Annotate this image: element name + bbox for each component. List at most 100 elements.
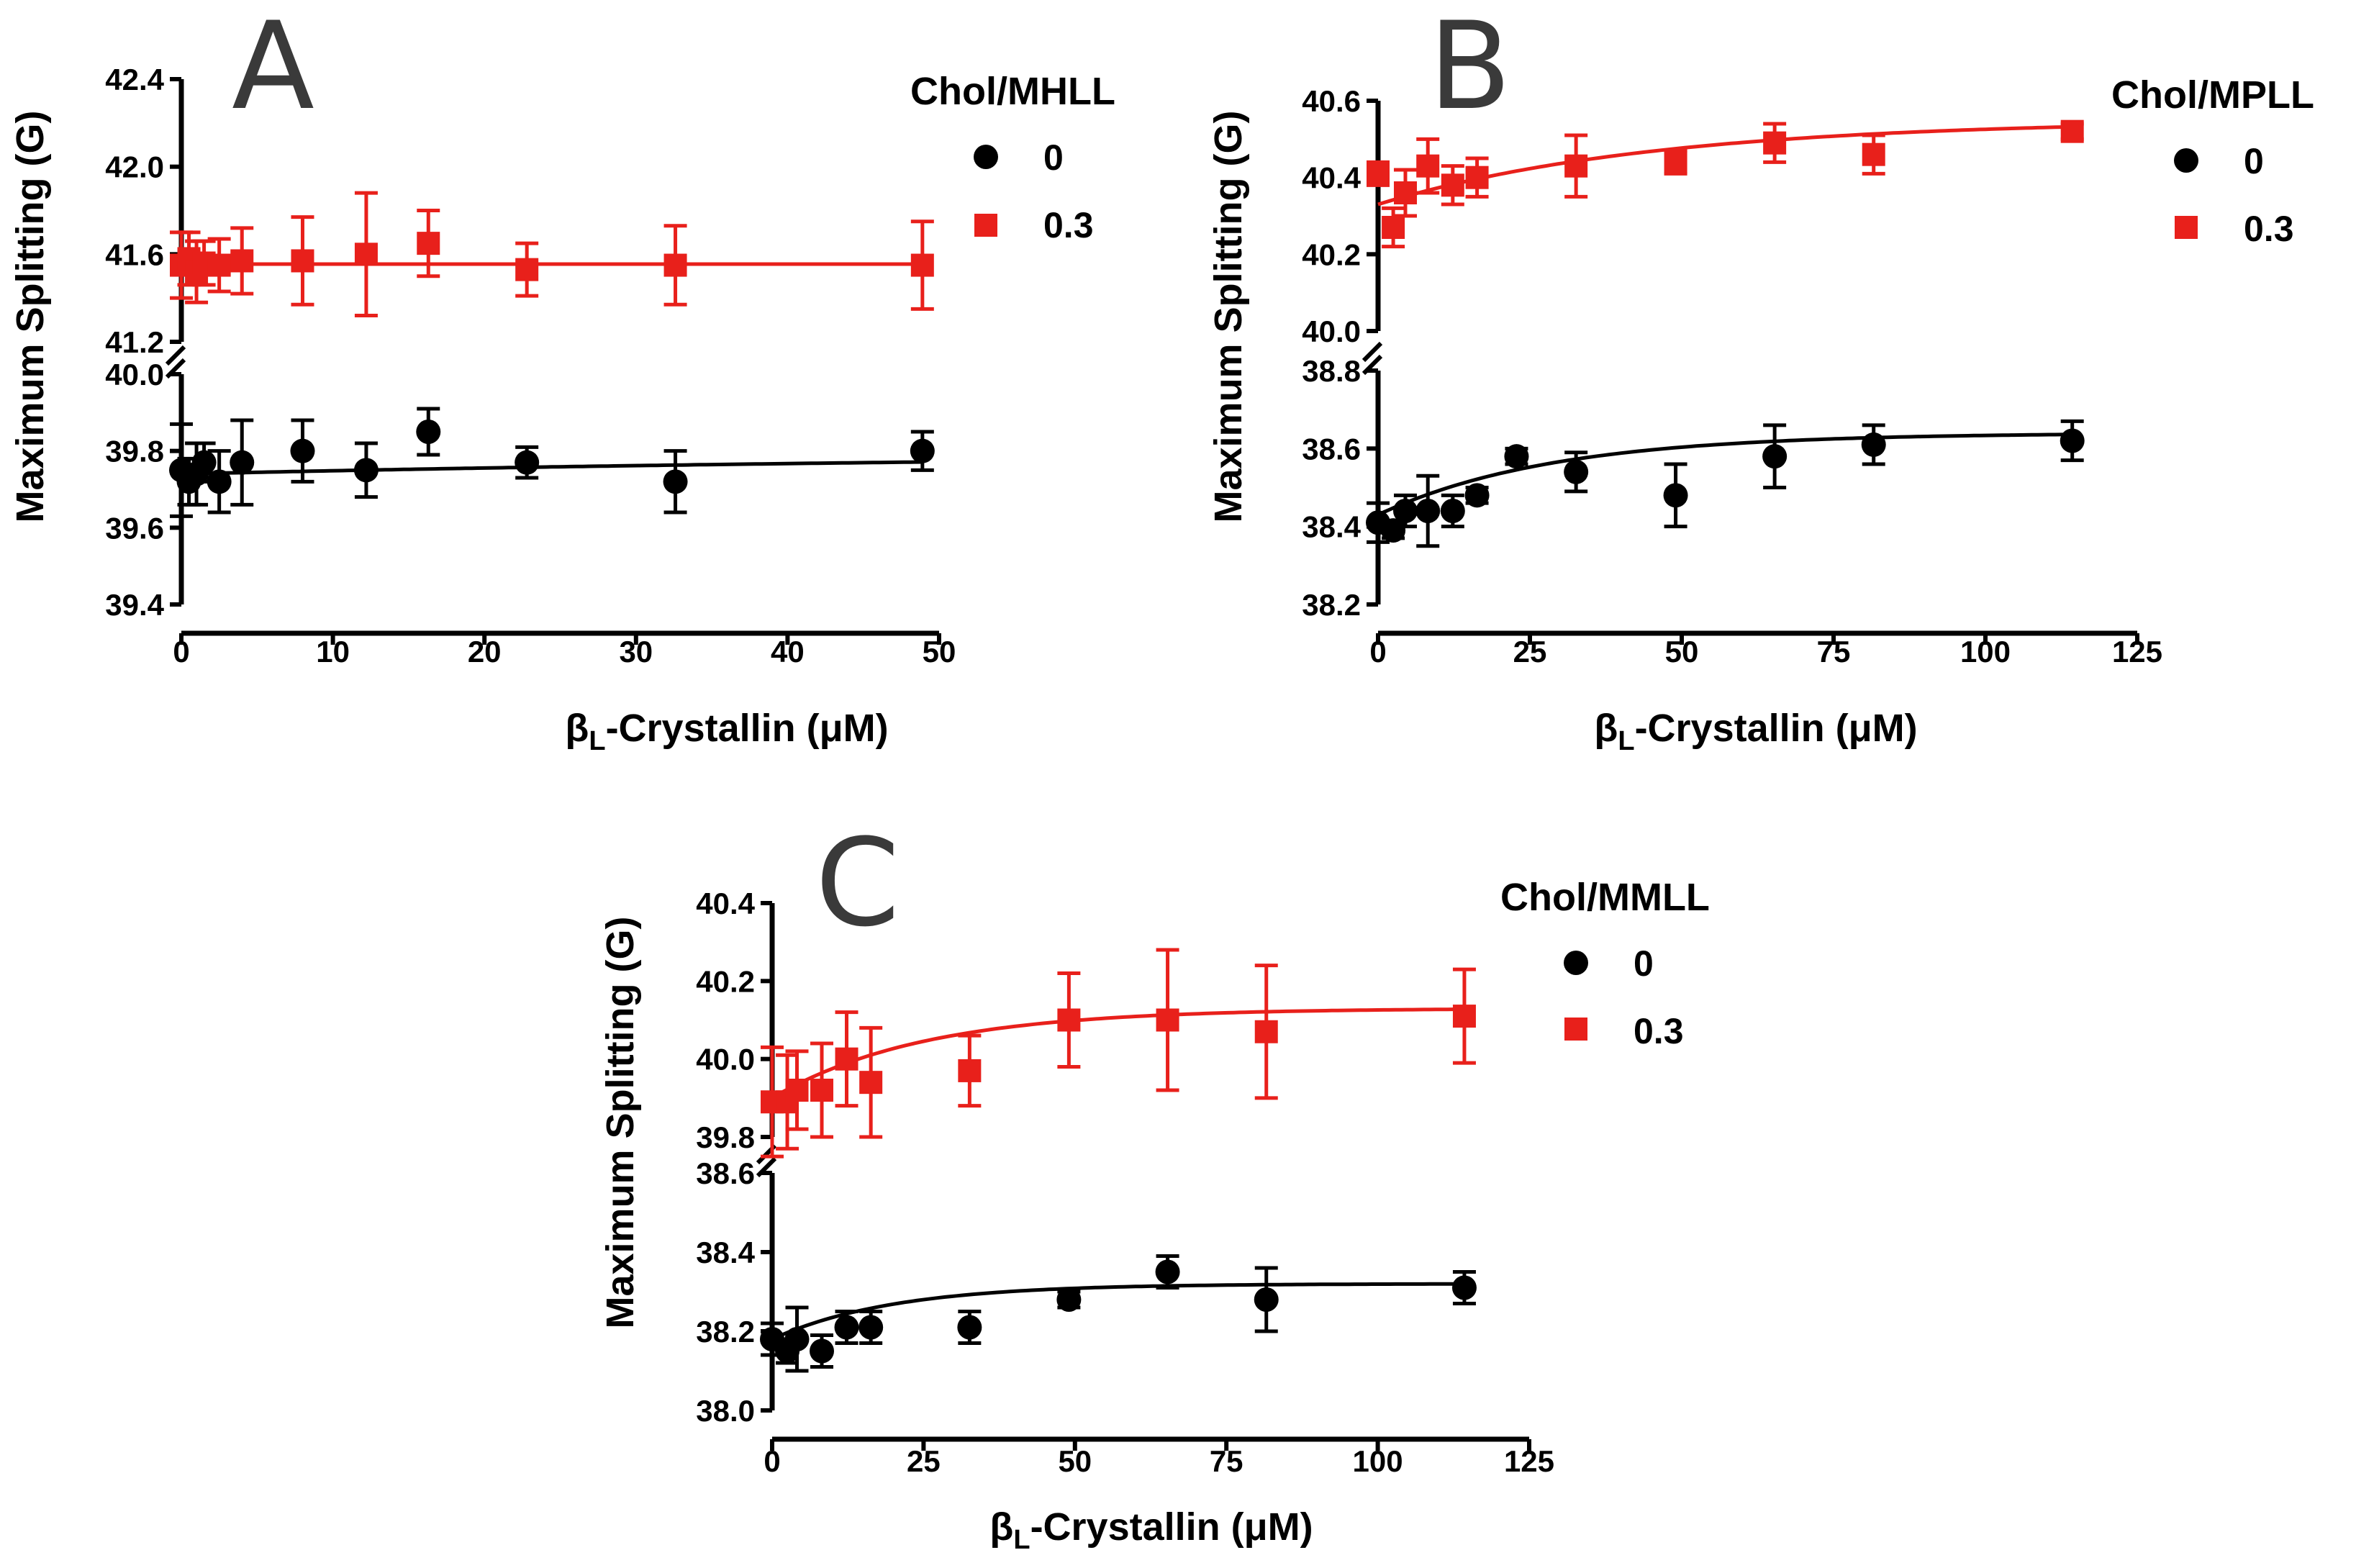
panel-c-y-tick-label: 38.4 [696, 1236, 755, 1269]
panel-b-y-tick-label: 40.4 [1302, 161, 1361, 195]
panel-b-legend-marker-0 [2174, 148, 2198, 173]
panel-b-letter: B [1428, 0, 1511, 137]
panel-a-point-0-3 [354, 243, 378, 266]
panel-b-point-0-3 [1416, 154, 1440, 178]
panel-b-y-tick-label: 38.6 [1302, 432, 1361, 466]
panel-b-chart: B Chol/MPLL 0 0.3 βL-Crystallin (μM) Max… [1207, 0, 2314, 756]
panel-b-point-0 [1762, 444, 1788, 469]
panel-b-axis-break-mark [1362, 341, 1383, 363]
panel-a-point-0-3 [207, 253, 231, 277]
panel-b-point-0 [1504, 444, 1529, 469]
panel-a-point-0 [290, 438, 315, 463]
panel-b-point-0-3 [1862, 142, 1885, 166]
panel-c-point-0-3 [1452, 1005, 1476, 1028]
panel-b-y-tick-label: 40.0 [1302, 314, 1361, 348]
panel-a-point-0 [230, 450, 255, 475]
panel-c-point-0-3 [958, 1059, 982, 1082]
panel-a-legend-title: Chol/MHLL [910, 70, 1115, 113]
panel-c-point-0-3 [810, 1079, 834, 1102]
panel-b-fit-line-0 [1377, 432, 2072, 517]
panel-c-legend-label-0-3: 0.3 [1634, 1011, 1684, 1051]
panel-c-x-tick-label: 50 [1058, 1444, 1092, 1478]
panel-a-legend-marker-0 [974, 145, 998, 169]
panel-a-y-tick-label: 39.6 [105, 511, 164, 545]
panel-b-point-0-3 [1382, 216, 1405, 239]
panel-a-point-0-3 [663, 253, 687, 277]
panel-b-legend-title: Chol/MPLL [2111, 73, 2314, 117]
panel-a-chart: A Chol/MHLL 0 0.3 βL-Crystallin (μM) Max… [9, 0, 1115, 756]
panel-c-x-tick-label: 0 [764, 1444, 780, 1478]
panel-c-point-0 [834, 1315, 859, 1340]
panel-c-x-tick-label: 25 [907, 1444, 941, 1478]
panel-b-fit-line-0-3 [1377, 124, 2072, 207]
panel-a-x-tick-label: 30 [619, 635, 653, 669]
panel-b-x-tick-label: 25 [1513, 635, 1547, 669]
panel-a-y-tick-label: 41.2 [105, 325, 164, 359]
panel-c-point-0 [784, 1327, 810, 1351]
panel-c-y-axis-title: Maximum Splitting (G) [599, 917, 642, 1329]
panel-c-point-0 [1056, 1287, 1082, 1312]
panel-c-y-tick-label: 38.0 [696, 1394, 755, 1428]
panel-a-point-0 [207, 469, 232, 494]
panel-b-point-0-3 [1393, 181, 1417, 204]
panel-c-fit-line-0-3 [771, 1007, 1464, 1100]
panel-c-point-0 [957, 1315, 982, 1340]
panel-a-y-tick-label: 41.6 [105, 237, 164, 271]
panel-b-x-tick-label: 100 [1960, 635, 2011, 669]
panel-a-point-0 [416, 420, 441, 444]
panel-c-x-axis-title: βL-Crystallin (μM) [989, 1505, 1313, 1555]
panel-b-legend-label-0-3: 0.3 [2244, 209, 2294, 249]
panel-a-axis-break-mark [165, 345, 186, 366]
panel-a-point-0-3 [291, 249, 314, 273]
panel-c-point-0-3 [859, 1071, 883, 1095]
panel-a-x-tick-label: 10 [316, 635, 350, 669]
panel-a-y-tick-label: 42.4 [105, 63, 164, 96]
panel-a-y-axis-title: Maximum Splitting (G) [9, 111, 52, 523]
panel-a-point-0-3 [417, 232, 440, 255]
panel-c-y-tick-label: 40.4 [696, 887, 755, 920]
panel-c-point-0-3 [835, 1047, 858, 1071]
panel-a-x-tick-label: 20 [468, 635, 502, 669]
panel-c-point-0 [1155, 1259, 1180, 1284]
panel-b-y-tick-label: 40.2 [1302, 237, 1361, 271]
panel-a-point-0 [910, 438, 935, 463]
panel-c-legend-marker-0-3 [1564, 1018, 1587, 1041]
panel-a-point-0 [191, 450, 217, 475]
panel-a-x-axis-title: βL-Crystallin (μM) [565, 707, 888, 756]
panel-a-axis-break-mark [165, 358, 186, 379]
panel-b-y-tick-label: 38.2 [1302, 588, 1361, 622]
panel-b-legend-marker-0-3 [2175, 216, 2198, 239]
panel-a-point-0-3 [515, 258, 539, 281]
panel-c-point-0 [1451, 1275, 1477, 1300]
panel-b-point-0 [1861, 432, 1886, 457]
panel-a-fit-line-0 [181, 460, 923, 476]
panel-b-x-tick-label: 125 [2112, 635, 2162, 669]
panel-b-y-tick-label: 38.8 [1302, 354, 1361, 388]
panel-c-y-tick-label: 38.6 [696, 1156, 755, 1190]
panel-c-y-tick-label: 38.2 [696, 1315, 755, 1349]
panel-a-point-0 [353, 458, 379, 483]
panel-a-legend-label-0: 0 [1043, 137, 1064, 178]
panel-b-point-0 [1464, 483, 1490, 508]
panel-a-point-0 [515, 450, 540, 475]
panel-b-point-0 [1415, 499, 1441, 523]
panel-b-point-0-3 [1763, 131, 1787, 155]
panel-c-point-0 [858, 1315, 884, 1340]
panel-a-y-tick-label: 39.8 [105, 435, 164, 468]
panel-b-point-0-3 [1441, 173, 1464, 197]
panel-b-point-0 [1564, 459, 1589, 484]
panel-b-point-0 [1381, 518, 1406, 543]
panel-c-point-0 [810, 1338, 835, 1364]
panel-b-axis-break-mark [1362, 354, 1383, 376]
panel-b-y-tick-label: 40.6 [1302, 84, 1361, 118]
panel-c-point-0-3 [1057, 1008, 1081, 1032]
panel-b-x-tick-label: 50 [1665, 635, 1699, 669]
panel-b-legend-label-0: 0 [2244, 141, 2264, 181]
panel-b-point-0 [2060, 428, 2085, 453]
panel-b-point-0-3 [1564, 154, 1588, 178]
panel-a-legend-marker-0-3 [974, 214, 997, 237]
panel-b-point-0-3 [1367, 162, 1390, 186]
panel-c-chart: C Chol/MMLL 0 0.3 βL-Crystallin (μM) Max… [599, 812, 1710, 1555]
panel-b-point-0 [1440, 499, 1465, 523]
panel-c-legend-title: Chol/MMLL [1500, 876, 1710, 919]
